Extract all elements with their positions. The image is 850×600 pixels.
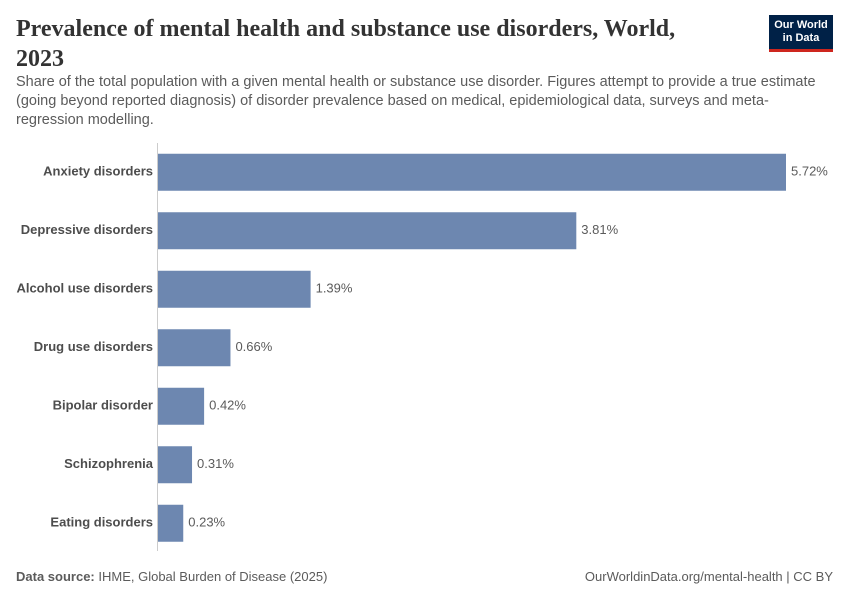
data-label: 0.23% — [188, 515, 225, 530]
bar — [158, 446, 193, 484]
bar — [158, 387, 205, 425]
chart-title: Prevalence of mental health and substanc… — [16, 16, 676, 72]
footer-url[interactable]: OurWorldinData.org/mental-health | CC BY — [584, 569, 833, 584]
y-tick-label: Depressive disorders — [21, 222, 153, 237]
y-tick-label: Drug use disorders — [34, 339, 153, 354]
chart-subtitle: Share of the total population with a giv… — [16, 74, 816, 128]
y-tick-label: Anxiety disorders — [43, 164, 153, 179]
bar — [158, 504, 184, 542]
data-label: 0.31% — [197, 456, 234, 471]
y-tick-label: Eating disorders — [50, 515, 153, 530]
source: IHME, Global Burden of Disease (2025) — [98, 569, 328, 584]
data-label: 0.42% — [209, 398, 246, 413]
bar — [158, 153, 786, 191]
bar — [158, 329, 231, 367]
bar — [158, 212, 577, 250]
data-label: 1.39% — [316, 281, 353, 296]
footer-source: Data source: IHME, Global Burden of Dise… — [16, 569, 327, 584]
data-label: 3.81% — [581, 222, 618, 237]
y-tick-label: Alcohol use disorders — [16, 281, 153, 296]
data-label: 5.72% — [791, 164, 828, 179]
logo-line: Our World — [774, 19, 828, 31]
logo[interactable]: Our World in Data — [769, 15, 833, 52]
chart: Anxiety disorders 5.72% Depressive disorde… — [16, 143, 828, 551]
data-label: 0.66% — [235, 339, 272, 354]
y-tick-label: Schizophrenia — [64, 456, 154, 471]
logo-line: in Data — [782, 32, 820, 44]
y-tick-label: Bipolar disorder — [53, 398, 153, 413]
source-label: Data source: — [16, 569, 95, 584]
bar — [158, 270, 311, 308]
